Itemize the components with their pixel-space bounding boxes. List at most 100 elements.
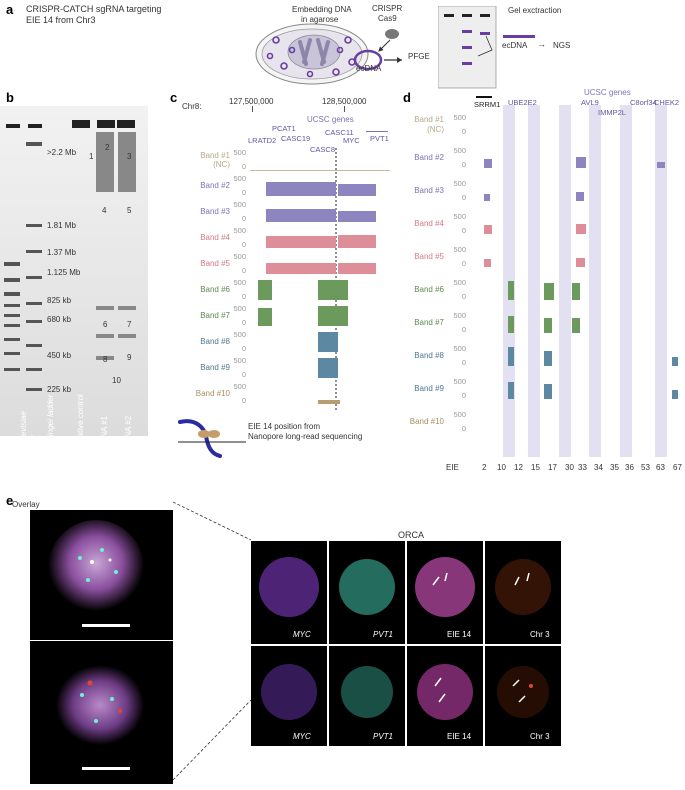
panel-a-embedding-2: in agarose (301, 15, 339, 24)
track-label: Band #2 (200, 181, 230, 190)
coverage-peak (508, 382, 514, 399)
coverage-peak (544, 351, 552, 366)
d-track-label: Band #1 (414, 115, 444, 124)
track-scale: 500 (233, 174, 246, 183)
eie-53: 53 (641, 463, 650, 472)
orca-pvt1-2-signal (341, 666, 393, 718)
overlay-image-1 (30, 510, 173, 640)
d-track-label: Band #2 (414, 153, 444, 162)
highlight-band (528, 105, 540, 457)
d-track-zero: 0 (461, 226, 466, 235)
overlay-cell-2 (56, 665, 144, 770)
overlay-cell-1 (48, 520, 144, 627)
pfge-gel-image (0, 106, 148, 436)
band-number-5: 5 (127, 206, 132, 215)
coverage-peak (576, 157, 586, 168)
track-label: Band #4 (200, 233, 230, 242)
band-number-6: 6 (103, 320, 108, 329)
coverage-peak (672, 357, 678, 366)
track-zero: 0 (241, 188, 246, 197)
band-number-8: 8 (103, 355, 108, 364)
coverage-peak (484, 225, 492, 234)
overlay-image-2 (30, 641, 173, 784)
track-scale: 500 (233, 382, 246, 391)
d-track-label: Band #4 (414, 219, 444, 228)
panel-a-cut-diagram (353, 29, 402, 71)
coverage-peak (544, 384, 552, 399)
panel-a-letter: a (6, 2, 14, 17)
panel-c-ucsc: UCSC genes (307, 115, 354, 124)
track-scale: 500 (233, 356, 246, 365)
d-track-zero: 0 (461, 358, 466, 367)
panel-a-gel-diagram (438, 6, 497, 89)
orca-label: PVT1 (373, 732, 394, 741)
track-band-6: Band #6 500 0 (170, 278, 395, 304)
gene-c8orf34: C8orf34 (630, 98, 657, 107)
size-label-1810: 1.81 Mb (47, 221, 76, 230)
orca-pvt1-1-signal (339, 559, 395, 615)
orca-eie14-1: EIE 14 (407, 541, 483, 644)
orca-pvt1-1: PVT1 (329, 541, 405, 644)
track-zero: 0 (241, 292, 246, 301)
band-number-2: 2 (105, 143, 110, 152)
d-track-scale: 500 (453, 179, 466, 188)
eie-33: 33 (578, 463, 587, 472)
size-label-680: 680 kb (47, 315, 72, 324)
d-track-label: Band #3 (414, 186, 444, 195)
track-scale: 500 (233, 148, 246, 157)
d-track-band-7: Band #7 500 0 (404, 310, 684, 343)
eie-10: 10 (497, 463, 506, 472)
d-track-label: Band #5 (414, 252, 444, 261)
coverage-peak (484, 194, 490, 201)
highlight-band (655, 105, 667, 457)
panel-d-ucsc: UCSC genes (584, 88, 631, 97)
d-track-label: Band #9 (414, 384, 444, 393)
panel-a-ecdna-2: ecDNA (502, 41, 528, 50)
d-track-scale: 500 (453, 146, 466, 155)
coverage-peak (576, 224, 586, 234)
gene-srrm1: SRRM1 (474, 100, 501, 109)
eie-67: 67 (673, 463, 682, 472)
d-track-scale: 500 (453, 410, 466, 419)
coverage-peak (672, 390, 678, 399)
d-track-scale: 500 (453, 278, 466, 287)
coord-tick-1 (252, 106, 253, 112)
d-track-band-2: Band #2 500 0 (404, 145, 684, 178)
track-zero: 0 (241, 266, 246, 275)
band-number-9: 9 (127, 353, 132, 362)
track-band-5: Band #5 500 0 (170, 252, 395, 278)
panel-e-letter: e (6, 493, 14, 508)
track-band-9: Band #9 500 0 (170, 356, 395, 382)
coverage-block (258, 308, 272, 326)
panel-c-chrom: Chr8: (182, 102, 202, 111)
track-zero: 0 (241, 214, 246, 223)
coverage-peak (576, 258, 585, 267)
lane-label-h-wingei: H. wingei ladder (46, 394, 55, 452)
panel-c-caption-2: Nanopore long-read sequencing (248, 432, 363, 441)
gene-avl9: AVL9 (581, 98, 599, 107)
panel-c-coord-2: 128,500,000 (322, 97, 367, 106)
coverage-block (266, 182, 336, 196)
size-label-2200: >2.2 Mb (47, 148, 77, 157)
orca-label: Chr 3 (530, 732, 550, 741)
track-label: Band #1 (200, 151, 230, 160)
orca-label: Chr 3 (530, 630, 550, 639)
lane-label-sgrna-2: sgRNA #2 (124, 415, 133, 452)
band-number-7: 7 (127, 320, 132, 329)
coverage-peak (572, 318, 580, 333)
track-label: Band #6 (200, 285, 230, 294)
track-zero: 0 (241, 370, 246, 379)
size-label-450: 450 kb (47, 351, 72, 360)
coverage-peak (508, 281, 514, 300)
panel-a-ngs: NGS (553, 41, 571, 50)
coverage-block (318, 332, 338, 352)
gene-ube2e2: UBE2E2 (508, 98, 537, 107)
d-track-zero: 0 (461, 193, 466, 202)
track-scale: 500 (233, 304, 246, 313)
eie-35: 35 (610, 463, 619, 472)
d-track-band-6: Band #6 500 0 (404, 277, 684, 310)
d-track-zero: 0 (461, 325, 466, 334)
track-label: Band #9 (200, 363, 230, 372)
zoom-lines (173, 501, 252, 781)
eie-63: 63 (656, 463, 665, 472)
